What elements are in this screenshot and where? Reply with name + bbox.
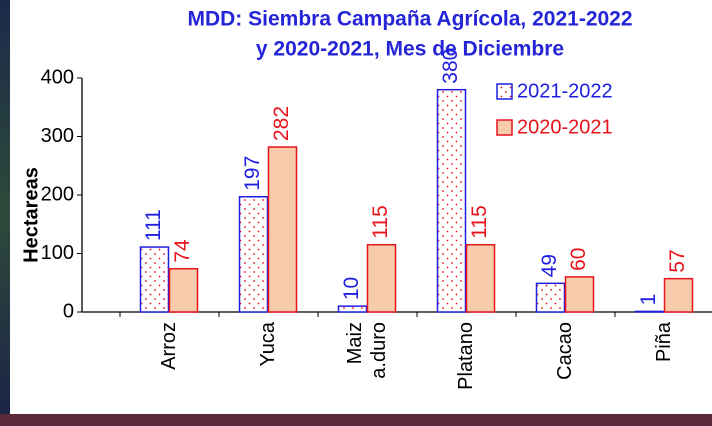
y-tick-label: 200 bbox=[41, 183, 74, 205]
bar bbox=[141, 247, 169, 312]
value-label: 74 bbox=[171, 239, 194, 263]
bar bbox=[665, 279, 693, 312]
window-bottom bbox=[0, 414, 712, 426]
legend-swatch bbox=[497, 120, 512, 135]
y-tick-label: 100 bbox=[41, 242, 74, 264]
chart-title: MDD: Siembra Campaña Agrícola, 2021-2022 bbox=[187, 8, 632, 31]
value-label: 115 bbox=[468, 205, 491, 238]
bar bbox=[368, 245, 396, 312]
y-axis-label: Hectareas bbox=[20, 167, 42, 263]
value-label: 111 bbox=[142, 209, 165, 241]
y-tick-label: 0 bbox=[63, 300, 74, 322]
bar bbox=[438, 90, 466, 312]
value-label: 282 bbox=[270, 106, 293, 141]
x-tick-label: Piña bbox=[653, 321, 675, 362]
x-tick-label: Maiz bbox=[344, 322, 366, 364]
chart: MDD: Siembra Campaña Agrícola, 2021-2022… bbox=[0, 0, 712, 426]
value-label: 1 bbox=[637, 294, 660, 306]
bar bbox=[339, 306, 367, 312]
y-tick-label: 400 bbox=[41, 66, 74, 88]
bar bbox=[269, 147, 297, 312]
legend-swatch bbox=[497, 84, 512, 99]
window-edge bbox=[0, 0, 10, 426]
bar bbox=[240, 197, 268, 312]
legend-label: 2020-2021 bbox=[517, 116, 613, 138]
x-tick-label: Arroz bbox=[158, 322, 180, 370]
bar bbox=[566, 277, 594, 312]
value-label: 57 bbox=[666, 249, 689, 272]
y-tick-label: 300 bbox=[41, 125, 74, 147]
value-label: 380 bbox=[439, 49, 462, 84]
bar bbox=[636, 311, 664, 312]
x-tick-label: a.duro bbox=[368, 322, 390, 379]
bar bbox=[170, 269, 198, 312]
value-label: 115 bbox=[369, 205, 392, 238]
bar bbox=[467, 245, 495, 312]
value-label: 49 bbox=[538, 254, 561, 277]
value-label: 60 bbox=[567, 248, 590, 271]
value-label: 10 bbox=[340, 277, 363, 300]
chart-title: y 2020-2021, Mes de Diciembre bbox=[256, 38, 564, 61]
bar bbox=[537, 283, 565, 312]
value-label: 197 bbox=[241, 156, 264, 191]
x-tick-label: Platano bbox=[455, 322, 477, 390]
x-tick-label: Cacao bbox=[554, 322, 576, 380]
x-tick-label: Yuca bbox=[257, 321, 279, 366]
legend-label: 2021-2022 bbox=[517, 80, 613, 102]
